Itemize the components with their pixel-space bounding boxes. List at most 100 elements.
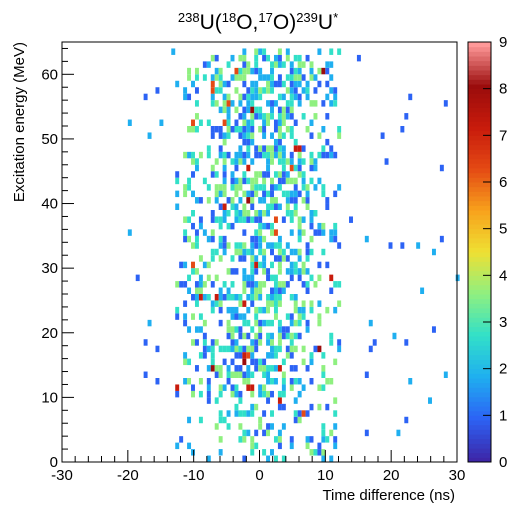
heatmap-cell [293, 138, 298, 146]
heatmap-cell [329, 100, 334, 107]
heatmap-cell [337, 300, 342, 307]
heatmap-cell [273, 229, 278, 236]
heatmap-cell [242, 190, 247, 198]
heatmap-cell [246, 151, 251, 159]
heatmap-cell [270, 67, 274, 75]
heatmap-cell [218, 449, 223, 456]
heatmap-cell [222, 93, 227, 101]
color-scale-band [468, 205, 491, 211]
heatmap-cell [262, 113, 267, 120]
heatmap-cell [183, 87, 188, 94]
color-scale-band [468, 154, 491, 160]
heatmap-cell [277, 345, 282, 353]
heatmap-cell [234, 345, 239, 353]
heatmap-cell [266, 164, 271, 172]
heatmap-cell [214, 365, 219, 372]
heatmap-cell [187, 177, 192, 185]
heatmap-cell [210, 281, 215, 288]
heatmap-cell [218, 132, 223, 139]
heatmap-cell [183, 184, 188, 191]
heatmap-cell [222, 216, 227, 223]
heatmap-cell [238, 74, 243, 81]
heatmap-cell [262, 74, 267, 81]
heatmap-cell [289, 151, 294, 159]
color-scale-band [468, 270, 491, 276]
heatmap-cell [250, 300, 255, 307]
heatmap-cell [246, 190, 251, 198]
heatmap-cell [321, 365, 326, 372]
heatmap-cell [218, 294, 223, 301]
heatmap-cell [289, 442, 294, 450]
heatmap-cell [277, 326, 282, 333]
heatmap-cell [317, 80, 322, 88]
heatmap-cell [317, 48, 322, 55]
heatmap-cell [317, 132, 322, 139]
heatmap-cell [230, 126, 235, 133]
heatmap-cell [277, 300, 282, 307]
heatmap-cell [214, 197, 219, 204]
heatmap-cell [301, 410, 306, 417]
heatmap-cell [238, 436, 243, 443]
heatmap-cell [281, 216, 286, 223]
heatmap-cell [305, 365, 310, 372]
heatmap-cell [281, 132, 286, 139]
heatmap-cell [258, 281, 263, 288]
heatmap-cell [329, 151, 334, 159]
heatmap-cell [254, 151, 259, 159]
heatmap-cell [246, 384, 251, 391]
color-scale-band [468, 420, 491, 426]
heatmap-cell [238, 242, 243, 249]
heatmap-cell [238, 345, 243, 353]
color-scale-band [468, 163, 491, 169]
color-scale-band [468, 340, 491, 346]
color-scale-band [468, 177, 491, 183]
heatmap-cell [250, 126, 255, 133]
heatmap-cell [277, 80, 282, 88]
heatmap-cell [210, 352, 215, 359]
heatmap-cell [293, 300, 298, 307]
heatmap-cell [301, 184, 306, 191]
heatmap-cell [333, 358, 338, 366]
color-scale-band [468, 368, 491, 374]
heatmap-cell [321, 371, 326, 378]
heatmap-cell [364, 429, 369, 437]
heatmap-cell [297, 67, 302, 75]
heatmap-cell [210, 300, 215, 307]
heatmap-cell [396, 429, 401, 437]
heatmap-cell [238, 371, 243, 378]
heatmap-cell [258, 113, 263, 120]
heatmap-cell [337, 281, 342, 288]
heatmap-cell [250, 248, 255, 256]
heatmap-cell [289, 74, 294, 81]
heatmap-cell [194, 229, 199, 236]
heatmap-cell [226, 61, 231, 68]
color-scale-band [468, 70, 491, 76]
heatmap-cell [202, 61, 207, 68]
heatmap-cell [226, 119, 231, 126]
heatmap-cell [270, 61, 274, 68]
heatmap-cell [250, 255, 255, 262]
heatmap-cell [242, 358, 247, 366]
heatmap-cell [297, 164, 302, 172]
heatmap-cell [206, 151, 211, 159]
color-scale-label: 4 [499, 267, 507, 284]
heatmap-cell [439, 235, 444, 243]
heatmap-cell [297, 54, 302, 62]
heatmap-cell [246, 138, 251, 146]
heatmap-cell [250, 449, 255, 456]
heatmap-cell [277, 442, 282, 450]
heatmap-cell [281, 119, 286, 126]
heatmap-cell [218, 300, 223, 307]
heatmap-cell [238, 100, 243, 107]
heatmap-cell [270, 132, 274, 139]
heatmap-cell [254, 332, 259, 340]
heatmap-cell [242, 274, 247, 282]
heatmap-cell [206, 61, 211, 68]
heatmap-cell [270, 339, 274, 346]
heatmap-cell [289, 274, 294, 282]
heatmap-cell [187, 126, 192, 133]
y-tick-label: 40 [41, 196, 58, 213]
heatmap-cell [273, 100, 278, 107]
heatmap-cell [226, 378, 231, 385]
heatmap-cell [206, 235, 211, 243]
